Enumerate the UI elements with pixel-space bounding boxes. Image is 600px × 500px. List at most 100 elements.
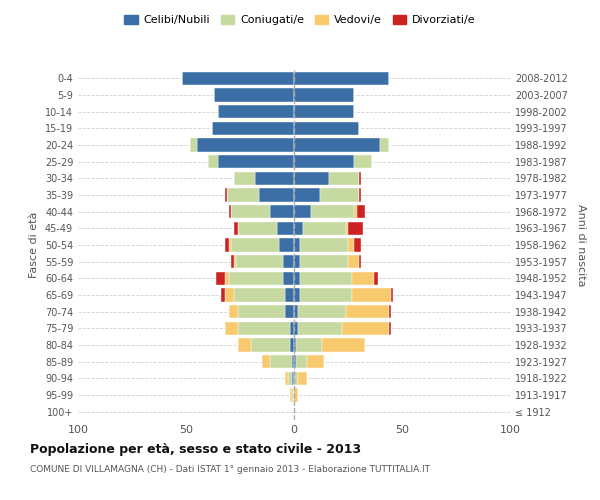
Bar — [233, 222, 238, 235]
Bar — [355, 205, 356, 218]
Bar — [346, 305, 389, 318]
Bar — [197, 138, 294, 151]
Bar — [233, 288, 286, 302]
Bar — [355, 155, 372, 168]
Bar — [225, 272, 229, 285]
Bar — [233, 255, 236, 268]
Bar — [346, 222, 348, 235]
Bar — [294, 388, 298, 402]
Text: COMUNE DI VILLAMAGNA (CH) - Dati ISTAT 1° gennaio 2013 - Elaborazione TUTTITALIA: COMUNE DI VILLAMAGNA (CH) - Dati ISTAT 1… — [30, 465, 430, 474]
Bar — [214, 88, 294, 102]
Bar — [294, 322, 298, 335]
Bar — [294, 238, 301, 252]
Bar — [229, 272, 283, 285]
Bar — [229, 205, 232, 218]
Bar — [298, 372, 307, 385]
Bar — [348, 238, 355, 252]
Bar — [292, 355, 294, 368]
Bar — [294, 222, 302, 235]
Bar — [302, 222, 346, 235]
Bar — [294, 272, 301, 285]
Bar — [320, 188, 359, 202]
Bar — [294, 172, 329, 185]
Bar — [294, 255, 301, 268]
Bar — [301, 238, 348, 252]
Bar — [294, 372, 298, 385]
Bar — [329, 172, 359, 185]
Bar — [232, 238, 279, 252]
Bar — [389, 322, 391, 335]
Bar — [270, 205, 294, 218]
Bar — [294, 338, 296, 351]
Bar — [359, 255, 361, 268]
Bar — [286, 372, 287, 385]
Bar — [294, 305, 298, 318]
Y-axis label: Fasce di età: Fasce di età — [29, 212, 39, 278]
Bar — [238, 322, 290, 335]
Bar — [227, 188, 259, 202]
Bar — [279, 238, 294, 252]
Bar — [355, 238, 361, 252]
Bar — [311, 205, 355, 218]
Bar — [208, 155, 218, 168]
Bar — [294, 72, 389, 85]
Bar — [322, 338, 365, 351]
Bar — [298, 322, 341, 335]
Bar — [238, 338, 251, 351]
Bar — [294, 122, 359, 135]
Bar — [190, 138, 197, 151]
Bar — [389, 305, 391, 318]
Bar — [259, 188, 294, 202]
Bar — [298, 305, 346, 318]
Bar — [352, 272, 374, 285]
Bar — [225, 288, 233, 302]
Bar — [225, 322, 238, 335]
Bar — [225, 238, 229, 252]
Bar — [356, 205, 365, 218]
Bar — [292, 388, 294, 402]
Bar — [229, 305, 238, 318]
Bar — [270, 355, 292, 368]
Bar — [290, 338, 294, 351]
Bar — [374, 272, 378, 285]
Bar — [348, 255, 359, 268]
Bar — [182, 72, 294, 85]
Bar — [301, 272, 352, 285]
Bar — [294, 155, 355, 168]
Bar — [292, 372, 294, 385]
Bar — [294, 355, 296, 368]
Bar — [236, 255, 283, 268]
Bar — [218, 105, 294, 118]
Bar — [294, 205, 311, 218]
Bar — [286, 288, 294, 302]
Bar — [218, 155, 294, 168]
Bar — [294, 188, 320, 202]
Bar — [294, 105, 355, 118]
Bar — [296, 338, 322, 351]
Bar — [290, 388, 292, 402]
Bar — [294, 138, 380, 151]
Bar — [296, 355, 307, 368]
Bar — [232, 255, 233, 268]
Bar — [277, 222, 294, 235]
Bar — [233, 172, 255, 185]
Bar — [287, 372, 292, 385]
Bar — [286, 305, 294, 318]
Bar — [212, 122, 294, 135]
Bar — [255, 172, 294, 185]
Bar — [283, 272, 294, 285]
Bar — [359, 188, 361, 202]
Bar — [352, 288, 391, 302]
Bar — [262, 355, 270, 368]
Y-axis label: Anni di nascita: Anni di nascita — [576, 204, 586, 286]
Bar — [251, 338, 290, 351]
Bar — [290, 322, 294, 335]
Bar — [216, 272, 225, 285]
Bar — [225, 188, 227, 202]
Bar — [391, 288, 394, 302]
Bar — [380, 138, 389, 151]
Bar — [221, 288, 225, 302]
Bar — [301, 255, 348, 268]
Bar — [359, 172, 361, 185]
Bar — [283, 255, 294, 268]
